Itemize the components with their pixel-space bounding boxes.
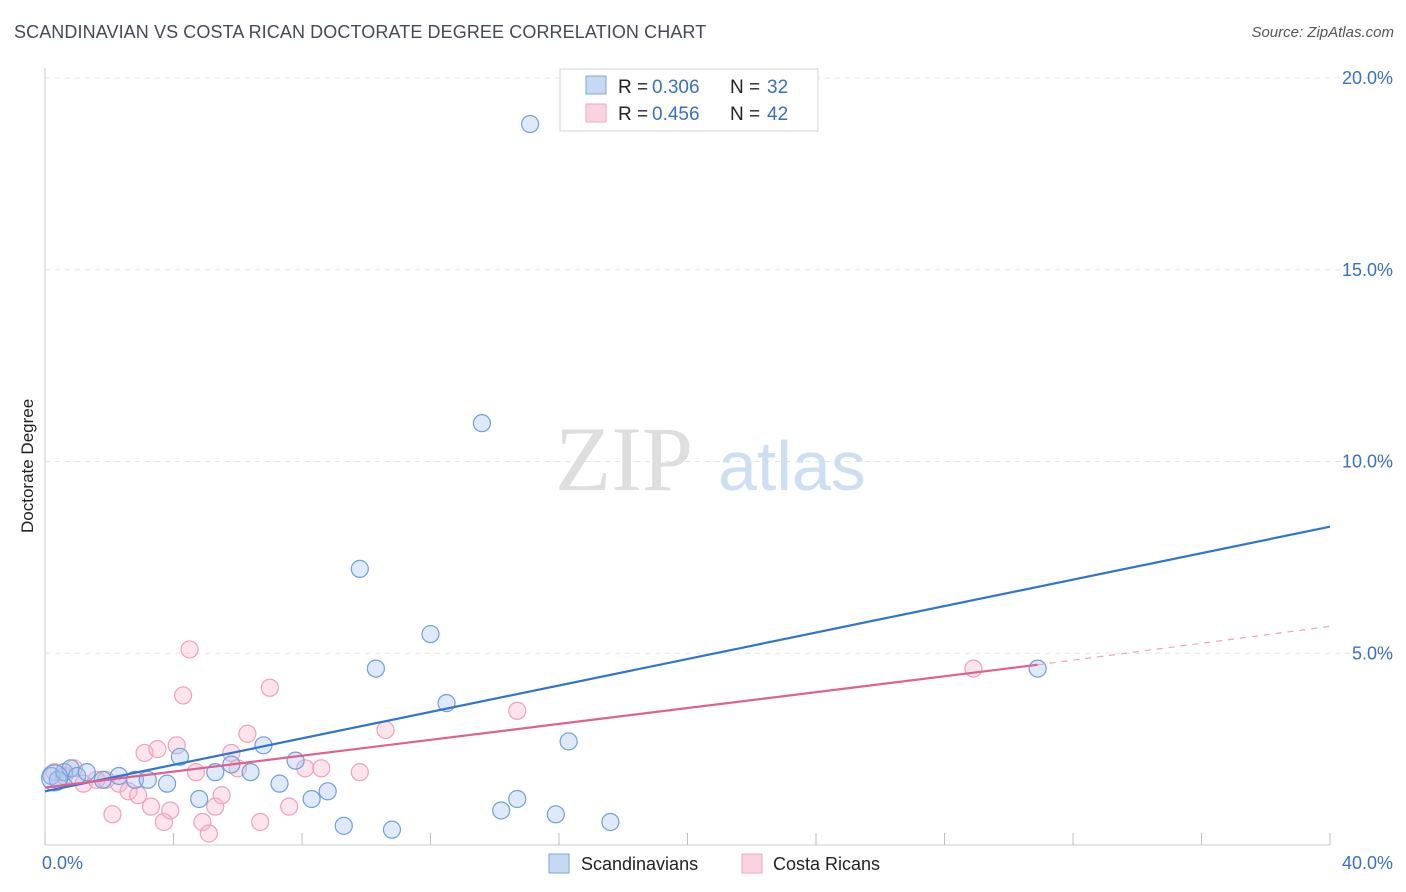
costa-rican-point [180, 640, 199, 659]
scandinavian-point [421, 624, 440, 644]
scandinavian-point [241, 763, 260, 782]
scandinavian-point [157, 774, 177, 793]
legend-n-value: 42 [767, 104, 788, 125]
costa-rican-point [119, 782, 138, 801]
costa-rican-point [376, 720, 395, 740]
legend-swatch-scandinavians [585, 75, 607, 95]
legend-n-label: N = [730, 77, 760, 98]
costa-rican-point [193, 812, 212, 832]
scandinavian-point [1028, 659, 1047, 678]
costa-rican-point [154, 812, 173, 832]
scandinavian-point [190, 789, 209, 809]
x-tick-label: 0.0% [42, 853, 83, 873]
legend-n-label: N = [730, 104, 760, 125]
costa-rican-point [161, 801, 180, 820]
costa-ricans-trend-extension [1037, 625, 1331, 666]
y-tick-label: 15.0% [1342, 260, 1393, 280]
bottom-legend-swatch-costa-ricans [741, 853, 763, 874]
scandinavian-point [546, 805, 565, 824]
watermark: ZIP atlas [555, 408, 866, 510]
bottom-legend-swatch-scandinavians [548, 853, 570, 874]
costa-rican-point [103, 805, 122, 824]
x-tick-label: 40.0% [1342, 853, 1393, 873]
scandinavian-point [270, 774, 289, 793]
costa-rican-point [212, 786, 231, 805]
costa-rican-point [312, 759, 331, 778]
legend-r-value: 0.456 [652, 104, 700, 125]
source-label: Source: ZipAtlas.com [1251, 24, 1394, 41]
legend-n-value: 32 [767, 77, 788, 98]
chart-title: SCANDINAVIAN VS COSTA RICAN DOCTORATE DE… [14, 22, 707, 42]
scandinavian-point [472, 414, 491, 433]
scandinavian-point [77, 763, 96, 782]
costa-rican-point [141, 797, 161, 816]
legend-r-label: R = [618, 77, 648, 98]
costa-rican-point [167, 736, 186, 755]
tick-labels: 5.0% 10.0% 15.0% 20.0% 0.0% 40.0% [42, 68, 1393, 873]
costa-rican-point [508, 701, 527, 720]
y-tick-label: 20.0% [1342, 68, 1393, 88]
series-legend: Scandinavians Costa Ricans [548, 853, 880, 874]
scandinavian-point [559, 732, 578, 751]
scandinavian-point [366, 659, 385, 678]
bottom-legend-scandinavians: Scandinavians [581, 854, 698, 874]
y-tick-label: 10.0% [1342, 452, 1393, 472]
costa-rican-point [260, 678, 279, 697]
legend-swatch-costa-ricans [585, 103, 607, 123]
costa-rican-point [174, 686, 193, 705]
costa-rican-point [350, 763, 369, 782]
trend-lines [44, 525, 1331, 793]
costa-rican-point [280, 797, 299, 816]
axes [44, 68, 1331, 846]
scandinavians-trend-line [44, 525, 1331, 793]
scandinavian-point [350, 559, 369, 578]
costa-ricans-points [45, 640, 983, 843]
costa-rican-point [148, 740, 167, 759]
scandinavian-point [170, 747, 190, 766]
bottom-legend-costa-ricans: Costa Ricans [773, 854, 880, 874]
watermark-atlas: atlas [718, 427, 866, 505]
costa-ricans-trend-line [44, 663, 1038, 789]
costa-rican-point [238, 724, 257, 743]
scandinavian-point [302, 789, 321, 809]
costa-rican-point [206, 797, 225, 816]
scandinavians-points [41, 114, 1047, 839]
costa-rican-point [186, 763, 206, 782]
scandinavian-point [508, 789, 527, 809]
legend-r-value: 0.306 [652, 77, 700, 98]
scandinavian-point [382, 820, 402, 839]
y-tick-label: 5.0% [1352, 643, 1393, 663]
scandinavian-point [601, 812, 620, 832]
grid-lines [45, 77, 1390, 654]
correlation-legend: R = 0.306 N = 32 R = 0.456 N = 42 [559, 68, 819, 132]
costa-rican-point [129, 786, 148, 805]
y-axis-label: Doctorate Degree [18, 399, 37, 533]
costa-rican-point [251, 812, 270, 832]
scandinavian-point [318, 782, 337, 801]
scandinavian-point [520, 114, 540, 134]
scandinavian-point [492, 801, 511, 820]
scandinavian-point [334, 816, 353, 835]
watermark-zip: ZIP [555, 408, 693, 510]
costa-rican-point [199, 824, 218, 843]
costa-rican-point [296, 759, 315, 778]
legend-r-label: R = [618, 104, 648, 125]
